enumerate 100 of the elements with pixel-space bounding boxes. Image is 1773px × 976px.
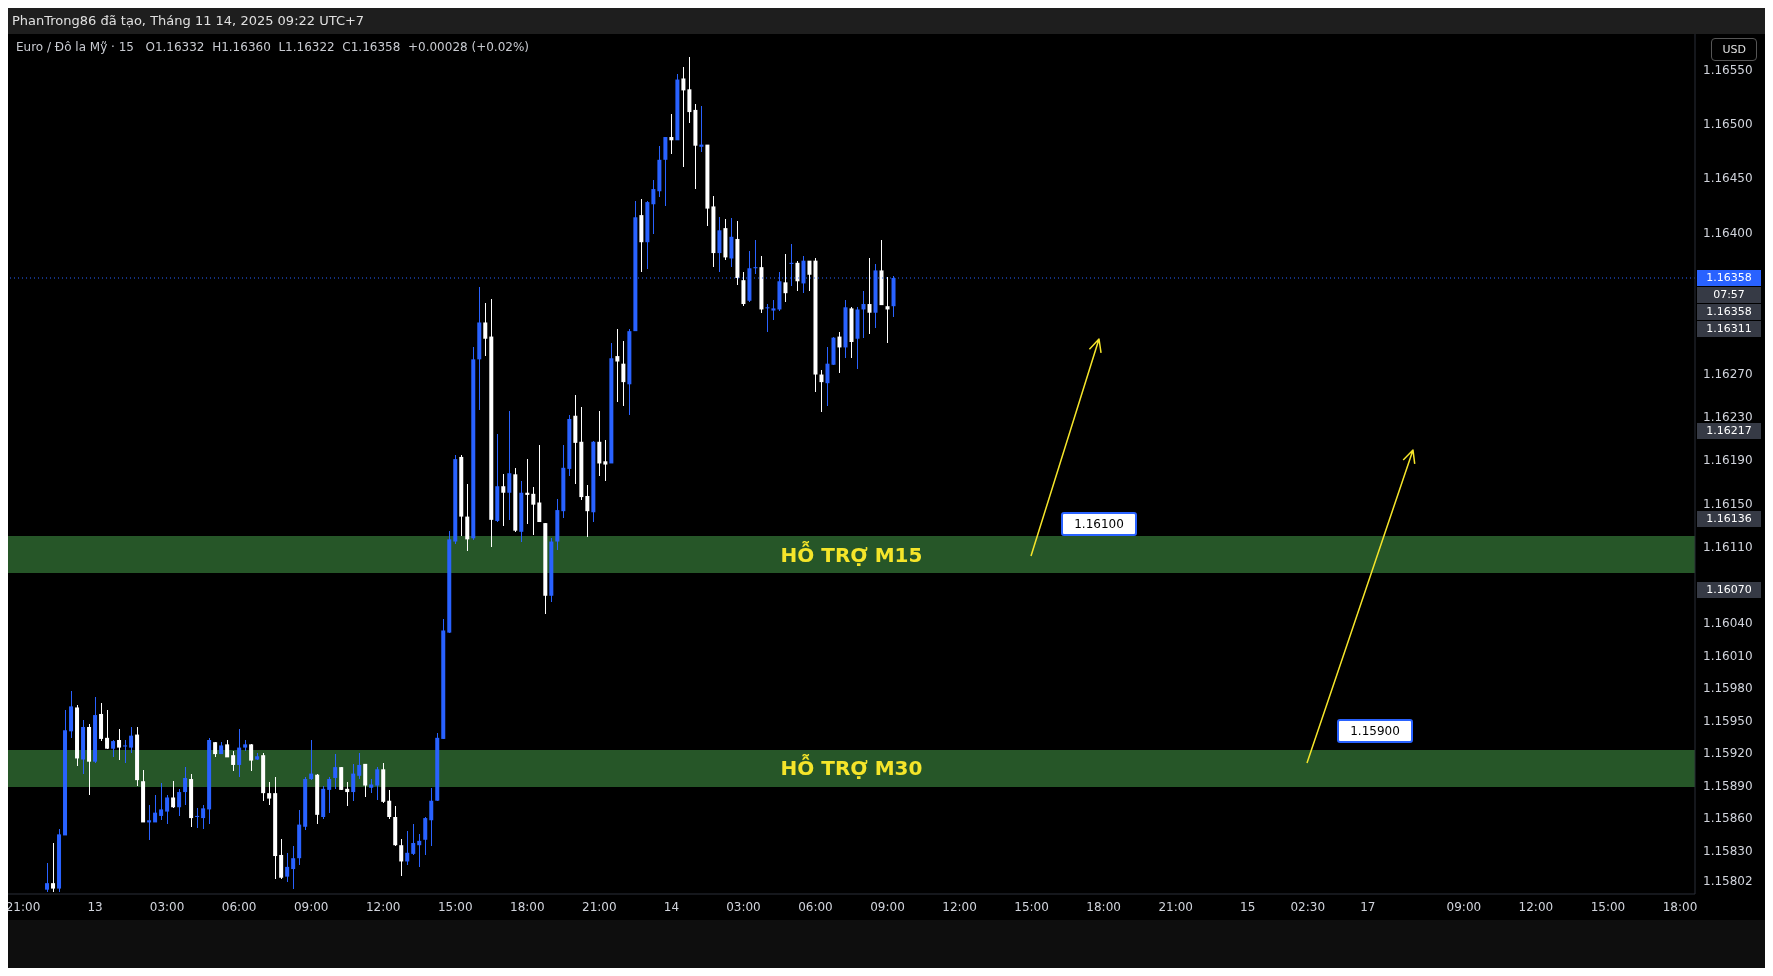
candlestick [885, 276, 890, 344]
candlestick [45, 862, 50, 893]
candlestick [621, 340, 626, 407]
candlestick [783, 253, 788, 303]
y-tick-label: 1.15890 [1703, 778, 1753, 793]
x-tick-label: 18:00 [510, 899, 545, 914]
x-tick-label: 12:00 [942, 899, 977, 914]
text: 1.16311 [1697, 321, 1761, 337]
candlestick [375, 766, 380, 801]
candlestick [279, 838, 284, 880]
candlestick [603, 439, 608, 482]
candlestick [171, 780, 176, 809]
candlestick [405, 830, 410, 866]
candlestick [183, 766, 188, 806]
candlestick [867, 257, 872, 335]
text: 07:57 [1697, 287, 1761, 303]
x-tick-label: 02:30 [1290, 899, 1326, 914]
candlestick [771, 299, 776, 321]
x-tick-label: 03:00 [726, 899, 761, 914]
x-tick-label: 09:00 [293, 899, 329, 914]
y-tick-label: 1.15980 [1703, 681, 1753, 696]
candlestick [687, 56, 692, 124]
ref-line-label: 1.16358 [1697, 270, 1761, 286]
candlestick [399, 838, 404, 877]
candlestick [123, 739, 128, 764]
candlestick [837, 331, 842, 374]
candlestick [351, 763, 356, 802]
candlestick [651, 179, 656, 235]
candlestick [615, 328, 620, 403]
candlestick [465, 483, 470, 552]
candlestick [741, 271, 746, 307]
y-tick-label: 1.16230 [1703, 410, 1753, 425]
y-tick-label: 1.15950 [1703, 713, 1753, 728]
y-tick-label: 1.16190 [1703, 453, 1753, 468]
candlestick [237, 728, 242, 778]
candlestick [267, 781, 272, 806]
candlestick [825, 346, 830, 407]
candlestick [417, 833, 422, 868]
candlestick [753, 239, 758, 275]
y-tick-label: 1.16040 [1703, 616, 1753, 631]
candlestick [861, 290, 866, 339]
candlestick [309, 739, 314, 781]
x-tick-label: 18:00 [1086, 899, 1121, 914]
y-tick-label: 1.16500 [1703, 117, 1753, 132]
candlestick [669, 113, 674, 155]
candlestick [249, 743, 254, 772]
band-label: HỖ TRỢ M15 [780, 542, 923, 567]
x-tick-label: 12:00 [1518, 899, 1554, 914]
candlestick [501, 473, 506, 527]
candlestick [795, 260, 800, 292]
candlestick [819, 369, 824, 413]
candlestick [483, 302, 488, 357]
candlestick [729, 217, 734, 268]
y-tick-label: 1.16150 [1703, 496, 1753, 511]
candlestick [105, 709, 110, 750]
y-tick-label: 1.15802 [1703, 874, 1753, 889]
x-tick-label: 21:00 [1158, 899, 1193, 914]
candlestick [285, 852, 290, 883]
candlestick [423, 816, 428, 856]
annotation: 1.15900 [1337, 719, 1413, 743]
candlestick [201, 804, 206, 830]
candlestick [345, 781, 350, 807]
candlestick [51, 842, 56, 893]
x-tick-label: 14 [663, 899, 680, 914]
candlestick [363, 763, 368, 798]
x-tick-label: 06:00 [798, 899, 833, 914]
candlestick [585, 484, 590, 538]
candlestick [291, 845, 296, 890]
y-tick-label: 1.16270 [1703, 366, 1753, 381]
x-tick-label: 15 [1240, 899, 1256, 914]
candlestick [153, 794, 158, 823]
y-tick-label: 1.15830 [1703, 843, 1753, 858]
x-tick-label: 21:00 [582, 899, 617, 914]
text: 1.16070 [1697, 582, 1761, 599]
candlestick [231, 750, 236, 772]
y-tick-label: 1.16010 [1703, 648, 1753, 663]
text: 1.16217 [1697, 422, 1761, 439]
text: 1.16136 [1697, 510, 1761, 527]
x-tick-label: 15:00 [437, 899, 473, 914]
y-tick-label: 1.15920 [1703, 746, 1753, 761]
y-tick-label: 1.16110 [1703, 540, 1753, 555]
candlestick [129, 726, 134, 754]
x-tick-label: 15:00 [1590, 899, 1626, 914]
candlestick [117, 728, 122, 761]
candlestick [537, 444, 542, 523]
candlestick [717, 216, 722, 272]
candlestick [429, 787, 434, 847]
annotation: 1.16100 [1061, 512, 1137, 536]
candlestick [333, 753, 338, 790]
candlestick [195, 807, 200, 829]
x-tick-label: 09:00 [1446, 899, 1482, 914]
x-tick-label: 09:00 [870, 899, 905, 914]
x-tick-label: 13 [87, 899, 103, 914]
x-tick-label: 17 [1360, 899, 1376, 914]
candlestick [507, 410, 512, 521]
candlestick [339, 766, 344, 791]
y-tick-label: 1.16400 [1703, 225, 1753, 240]
text: Euro / Đô la Mỹ · 15 O1.16332 H1.16360 L1.16322 C1.16358 +0.00028 (+0.02%) [16, 40, 530, 54]
candlestick [177, 788, 182, 817]
x-tick-label: 03:00 [149, 899, 185, 914]
